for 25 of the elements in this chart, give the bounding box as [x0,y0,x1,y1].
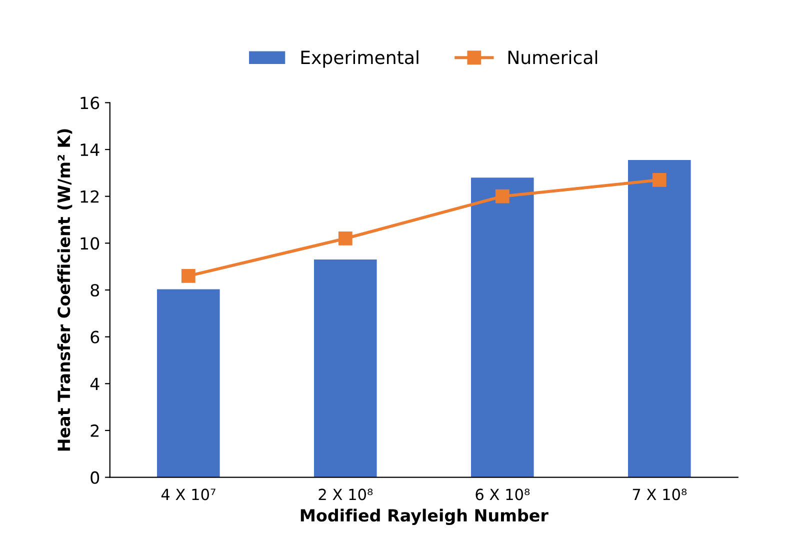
bar [628,160,691,478]
x-axis-title: Modified Rayleigh Number [300,508,548,526]
legend-label: Experimental [301,50,418,68]
y-tick-label: 10 [80,237,100,250]
y-tick-label: 16 [80,96,100,110]
y-tick-label: 8 [90,284,100,297]
bar [471,178,534,478]
y-tick-label: 6 [90,330,100,344]
y-tick-label: 14 [80,144,100,156]
point [181,268,196,283]
y-tick-label: 2 [90,424,99,437]
point [652,172,666,187]
y-tick-label: 4 [90,378,100,390]
point [495,189,510,204]
x-tick-label: 7 X 10⁸ [632,488,687,500]
bar [314,260,377,478]
x-tick-label: 6 X 10⁸ [476,488,530,500]
x-tick-label: 4 X 10⁷ [161,488,216,500]
y-axis-title: Heat Transfer Coefficient (W/m² K) [57,129,72,451]
x-tick-label: 2 X 10⁸ [318,488,373,500]
point [338,232,352,246]
y-tick-label: 0 [90,471,100,484]
bar [157,289,220,478]
legend-label: Numerical [508,50,598,64]
y-tick-label: 12 [80,190,99,203]
